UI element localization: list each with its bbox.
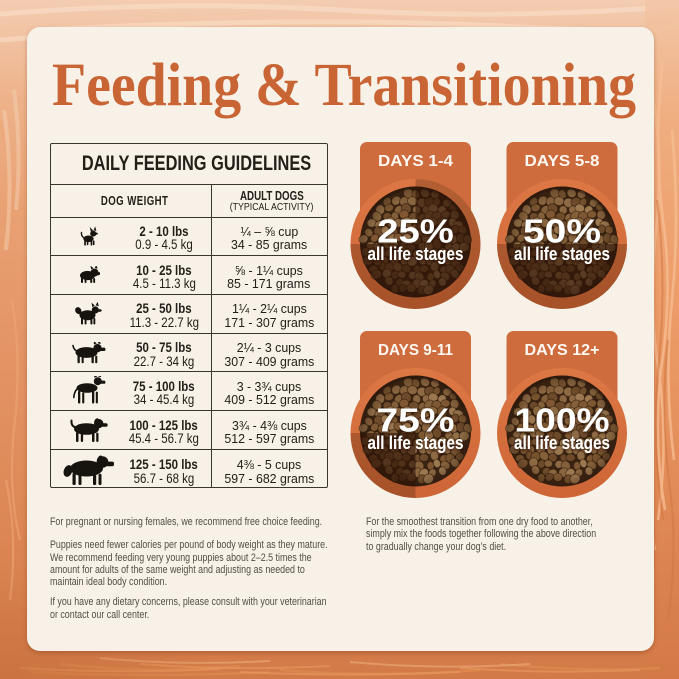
svg-text:50%: 50% (523, 212, 601, 249)
svg-text:all life stages: all life stages (368, 433, 464, 453)
svg-text:all life stages: all life stages (514, 433, 610, 453)
svg-text:25%: 25% (377, 212, 454, 249)
svg-text:DAYS 1-4: DAYS 1-4 (378, 153, 453, 170)
svg-text:75%: 75% (377, 401, 455, 438)
svg-text:DAYS 9-11: DAYS 9-11 (378, 342, 453, 359)
svg-text:DAYS 12+: DAYS 12+ (525, 342, 600, 359)
svg-text:100%: 100% (515, 401, 610, 438)
svg-text:all life stages: all life stages (514, 244, 610, 264)
svg-text:all life stages: all life stages (368, 244, 464, 264)
svg-text:DAYS 5-8: DAYS 5-8 (525, 153, 600, 170)
svg-text:Feeding & Transitioning: Feeding & Transitioning (52, 52, 636, 119)
